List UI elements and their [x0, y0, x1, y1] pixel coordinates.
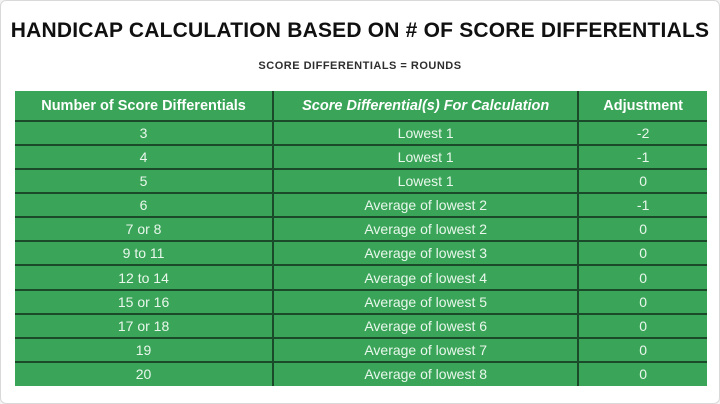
adjustment-cell: -1: [577, 144, 708, 171]
differentials-cell: 9 to 11: [13, 240, 275, 267]
calculation-cell: Average of lowest 2: [272, 192, 580, 219]
calculation-cell: Lowest 1: [272, 144, 580, 171]
adjustment-cell: 0: [577, 168, 708, 195]
adjustment-cell: -1: [577, 192, 708, 219]
calculation-cell: Average of lowest 6: [272, 312, 580, 339]
table-body: 3 Lowest 1 -2 4 Lowest 1 -1 5 Lowest 1 0 6 Average…: [13, 119, 708, 388]
calculation-cell: Lowest 1: [272, 119, 580, 147]
calculation-cell: Average of lowest 8: [272, 360, 580, 388]
header-adjustment: Adjustment: [577, 90, 708, 122]
calculation-cell: Average of lowest 2: [272, 216, 580, 243]
differentials-cell: 12 to 14: [13, 264, 275, 291]
handicap-table: Number of Score Differentials Score Diff…: [13, 90, 708, 388]
adjustment-cell: 0: [577, 216, 708, 243]
adjustment-cell: 0: [577, 288, 708, 315]
differentials-cell: 3: [13, 119, 275, 147]
adjustment-cell: -2: [577, 119, 708, 147]
differentials-cell: 6: [13, 192, 275, 219]
adjustment-cell: 0: [577, 312, 708, 339]
adjustment-cell: 0: [577, 360, 708, 388]
calculation-cell: Lowest 1: [272, 168, 580, 195]
adjustment-cell: 0: [577, 240, 708, 267]
differentials-cell: 4: [13, 144, 275, 171]
page-title: HANDICAP CALCULATION BASED ON # OF SCORE…: [10, 19, 710, 42]
adjustment-cell: 0: [577, 264, 708, 291]
header-score-differentials-for-calculation: Score Differential(s) For Calculation: [272, 90, 580, 122]
differentials-cell: 20: [13, 360, 275, 388]
differentials-cell: 7 or 8: [13, 216, 275, 243]
header-number-of-score-differentials: Number of Score Differentials: [13, 90, 275, 122]
differentials-cell: 15 or 16: [13, 288, 275, 315]
table-header-row: Number of Score Differentials Score Diff…: [13, 90, 708, 122]
calculation-cell: Average of lowest 7: [272, 336, 580, 363]
differentials-cell: 5: [13, 168, 275, 195]
handicap-table-container: Number of Score Differentials Score Diff…: [13, 90, 708, 388]
calculation-cell: Average of lowest 3: [272, 240, 580, 267]
table-header: Number of Score Differentials Score Diff…: [13, 90, 708, 122]
table-row: 3 Lowest 1 -2: [13, 119, 708, 147]
table-row: 6 Average of lowest 2 -1: [13, 192, 708, 219]
differentials-cell: 19: [13, 336, 275, 363]
differentials-cell: 17 or 18: [13, 312, 275, 339]
calculation-cell: Average of lowest 4: [272, 264, 580, 291]
table-row: 4 Lowest 1 -1: [13, 144, 708, 171]
page-subtitle: SCORE DIFFERENTIALS = ROUNDS: [258, 60, 462, 72]
calculation-cell: Average of lowest 5: [272, 288, 580, 315]
adjustment-cell: 0: [577, 336, 708, 363]
